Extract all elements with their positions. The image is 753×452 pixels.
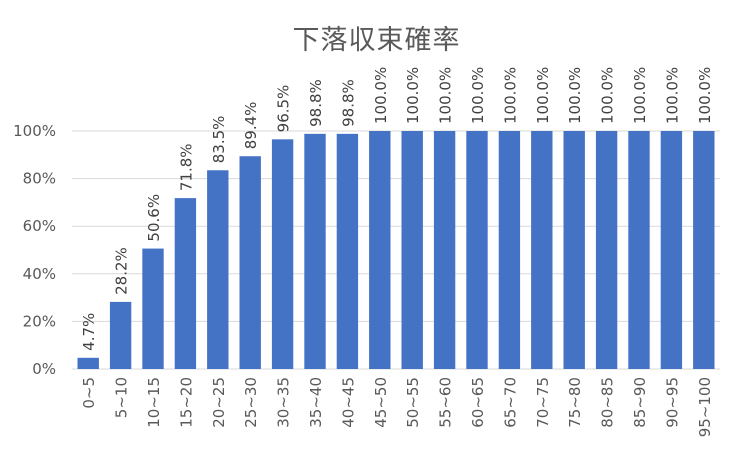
bar: [660, 131, 683, 369]
bar: [207, 170, 229, 369]
x-tick-label: 90~95: [663, 377, 681, 428]
bar: [142, 248, 164, 369]
x-tick-label: 0~5: [80, 377, 98, 409]
x-tick-label: 50~55: [404, 377, 422, 428]
bar: [77, 357, 99, 369]
y-tick-label: 40%: [23, 265, 56, 283]
bar: [693, 131, 715, 369]
x-tick-label: 95~100: [696, 377, 714, 437]
bar: [433, 131, 456, 369]
bar: [401, 131, 423, 369]
bar: [531, 131, 553, 369]
y-tick-label: 100%: [13, 122, 56, 140]
bar: [563, 131, 585, 369]
data-label: 71.8%: [177, 143, 195, 191]
bar: [109, 301, 132, 369]
x-tick-label: 75~80: [566, 377, 584, 428]
data-label: 100.0%: [404, 67, 422, 124]
y-tick-label: 60%: [23, 217, 56, 235]
data-label: 100.0%: [534, 67, 552, 124]
data-label: 100.0%: [631, 67, 649, 124]
data-label: 100.0%: [437, 67, 455, 124]
x-tick-label: 45~50: [372, 377, 390, 428]
data-label: 96.5%: [275, 85, 293, 133]
data-label: 50.6%: [145, 194, 163, 242]
bar: [336, 133, 359, 369]
x-tick-label: 65~70: [501, 377, 519, 428]
bar: [466, 131, 488, 369]
data-label: 100.0%: [663, 67, 681, 124]
bar: [174, 198, 197, 369]
y-tick-label: 80%: [23, 170, 56, 188]
data-label: 100.0%: [696, 67, 714, 124]
x-tick-label: 55~60: [437, 377, 455, 428]
x-tick-label: 85~90: [631, 377, 649, 428]
x-tick-label: 15~20: [177, 377, 195, 428]
bar: [304, 133, 326, 369]
data-label: 100.0%: [599, 67, 617, 124]
bar: [498, 131, 521, 369]
x-tick-label: 35~40: [307, 377, 325, 428]
data-label: 100.0%: [501, 67, 519, 124]
data-label: 100.0%: [566, 67, 584, 124]
data-label: 89.4%: [242, 102, 260, 150]
data-label: 83.5%: [210, 116, 228, 164]
x-tick-label: 70~75: [534, 377, 552, 428]
chart-title: 下落収束確率: [292, 25, 461, 56]
bar: [271, 139, 294, 369]
bar: [628, 131, 650, 369]
x-tick-label: 25~30: [242, 377, 260, 428]
data-label: 4.7%: [80, 313, 98, 351]
data-label: 98.8%: [307, 79, 325, 127]
data-label: 28.2%: [113, 247, 131, 295]
x-tick-label: 60~65: [469, 377, 487, 428]
data-label: 100.0%: [469, 67, 487, 124]
x-tick-label: 20~25: [210, 377, 228, 428]
bar: [239, 156, 261, 369]
data-label: 98.8%: [339, 79, 357, 127]
x-tick-label: 80~85: [599, 377, 617, 428]
data-label: 100.0%: [372, 67, 390, 124]
x-tick-label: 10~15: [145, 377, 163, 428]
x-tick-label: 30~35: [275, 377, 293, 428]
bar: [595, 131, 618, 369]
x-tick-label: 5~10: [113, 377, 131, 418]
y-tick-label: 0%: [32, 360, 56, 378]
x-tick-label: 40~45: [339, 377, 357, 428]
y-tick-label: 20%: [23, 312, 56, 330]
bar: [369, 131, 391, 369]
